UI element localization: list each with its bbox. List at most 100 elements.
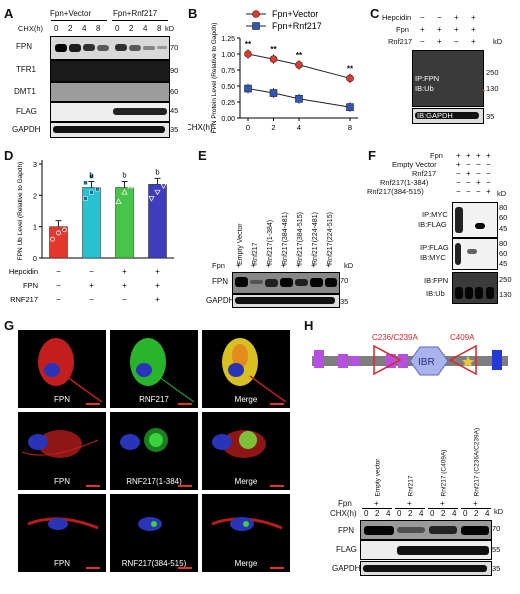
time-label: 0 (115, 24, 120, 33)
data-point (295, 95, 303, 103)
significance-label: ** (296, 51, 303, 60)
bar (148, 184, 167, 259)
time-label: 0 (54, 24, 59, 33)
data-point (244, 50, 252, 58)
panel-label-e: E (198, 148, 207, 163)
row-label: GAPDH (332, 564, 361, 573)
sign-label: − (476, 169, 481, 178)
sign-label: + (440, 499, 445, 508)
sign-label: − (56, 295, 61, 304)
x-axis-label: CHX(h) (188, 123, 213, 132)
time-label: 4 (452, 509, 457, 518)
time-label: 2 (441, 509, 446, 518)
sign-label: − (456, 187, 461, 196)
sign-label: + (155, 281, 160, 290)
micrograph-fpn: FPN (18, 412, 106, 490)
blot-label: IB:Ub (415, 84, 434, 93)
lane-underline (428, 508, 458, 509)
sign-label: − (486, 178, 491, 187)
sign-label: + (454, 25, 459, 34)
row-label: Fpn (338, 499, 352, 508)
series-line (247, 88, 351, 108)
row-label: Empty Vector (392, 160, 437, 169)
data-point (121, 188, 128, 195)
sign-label: + (466, 169, 471, 178)
panel-label-c: C (370, 6, 380, 21)
row-label: DMT1 (14, 87, 36, 96)
marker-label: 70 (170, 43, 179, 52)
row-label: Rnf217(384-515) (367, 187, 424, 196)
sign-label: + (281, 261, 286, 270)
marker-label: 45 (499, 224, 508, 233)
gapdh-blot (232, 294, 340, 308)
marker-label: 70 (340, 276, 349, 285)
marker-label: 60 (499, 249, 508, 258)
data-point (95, 186, 100, 192)
sign-label: + (476, 151, 481, 160)
data-point (83, 196, 88, 201)
kd-label: kD (344, 261, 354, 270)
sign-label: + (466, 151, 471, 160)
micrograph-label: Merge (234, 559, 258, 568)
sign-label: + (437, 37, 442, 46)
kd-label: kD (494, 507, 504, 516)
micrograph-merge: Merge (202, 494, 290, 572)
legend-marker (252, 22, 260, 30)
y-tick-label: 0.75 (221, 68, 235, 75)
sign-label: − (56, 267, 61, 276)
data-point (50, 236, 55, 242)
data-point (244, 84, 252, 93)
sign-label: + (471, 37, 476, 46)
significance-label: b (155, 167, 159, 176)
blot-label: IB:FLAG (418, 220, 447, 229)
mutation-label: C409A (450, 333, 475, 342)
time-label: 4 (143, 24, 148, 33)
micrograph-fpn: FPN (18, 330, 106, 408)
row-label: FPN (23, 281, 38, 290)
dmt1-blot (50, 82, 170, 102)
gapdh-blot (360, 561, 492, 576)
data-point (295, 61, 303, 69)
data-point (121, 173, 128, 179)
sign-label: − (420, 37, 425, 46)
data-point (148, 177, 155, 183)
gapdh-blot (50, 122, 170, 138)
data-point (83, 180, 88, 186)
sign-label: + (155, 267, 160, 276)
sign-label: − (420, 13, 425, 22)
line-chart-b: 0.00 0.25 0.50 0.75 1.00 1.25 0 2 4 8 FPN Protein … (188, 9, 358, 133)
sign-label: + (486, 187, 491, 196)
kd-label: kD (497, 189, 507, 198)
y-tick-label: 1 (33, 223, 37, 232)
time-label: 0 (463, 509, 468, 518)
ip-myc-blot (452, 202, 498, 238)
time-label: 2 (408, 509, 413, 518)
data-point (154, 171, 161, 177)
data-point (154, 189, 161, 196)
micrograph-label: Merge (234, 477, 258, 486)
data-point (62, 227, 67, 233)
panel-label-g: G (4, 318, 15, 333)
time-label: 8 (157, 24, 162, 33)
data-point (115, 198, 122, 204)
micrograph-label: FPN (54, 477, 70, 486)
data-point (115, 176, 122, 183)
micrograph-label: RNF217 (139, 395, 169, 404)
gapdh-blot: IB:GAPDH (412, 108, 484, 124)
marker-label: 130 (486, 84, 499, 93)
micrograph-label: RNF217(1-384) (126, 477, 182, 486)
panel-label-d: D (4, 148, 14, 163)
row-label: Fpn (430, 151, 443, 160)
marker-label: 250 (499, 275, 512, 284)
marker-label: 80 (499, 203, 508, 212)
fpn-blot (50, 36, 170, 60)
sign-label: + (473, 499, 478, 508)
micrograph-merge: Merge (202, 330, 290, 408)
time-label: 4 (419, 509, 424, 518)
marker-label: 45 (170, 106, 179, 115)
y-tick-label: 2 (33, 191, 37, 200)
y-tick-label: 0 (33, 254, 37, 263)
lane-underline (395, 508, 425, 509)
fpn-blot (232, 272, 340, 294)
blot-label: IB:MYC (420, 253, 446, 262)
